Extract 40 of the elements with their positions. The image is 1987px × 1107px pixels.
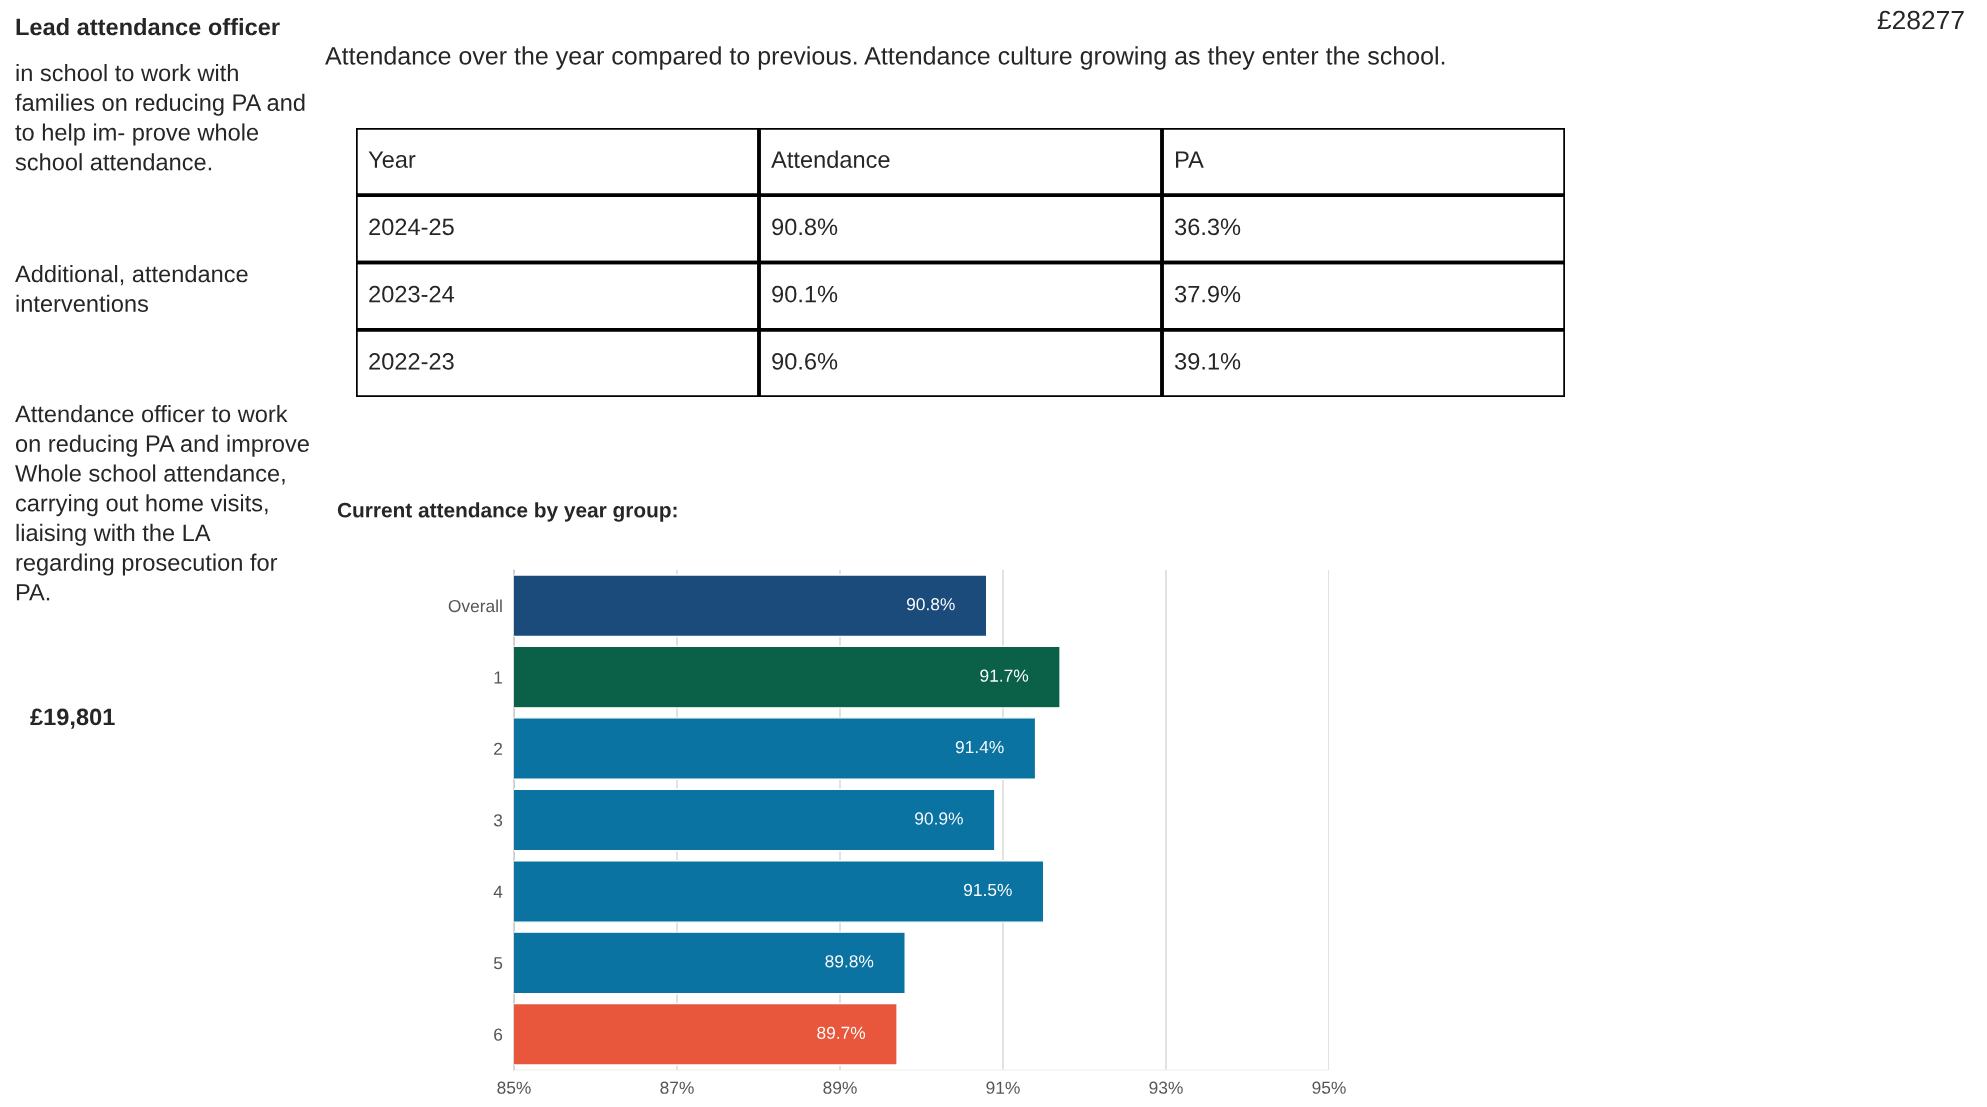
y-tick-label: Overall xyxy=(448,599,502,613)
text: Attendance xyxy=(771,150,890,168)
data-label: 90.9% xyxy=(915,812,963,825)
text: 37.9% xyxy=(1174,285,1241,303)
text: 90.1% xyxy=(772,285,838,303)
data-label: 91.7% xyxy=(980,669,1029,682)
x-tick-label: 93% xyxy=(1149,1081,1183,1094)
text: Additional, attendance interventions xyxy=(15,265,248,313)
text: 90.6% xyxy=(772,352,838,370)
x-tick-label: 87% xyxy=(660,1081,694,1094)
text: £28277 xyxy=(1877,10,1964,30)
data-label: 89.8% xyxy=(825,955,874,968)
text: 2022-23 xyxy=(369,352,454,370)
y-tick-label: 5 xyxy=(493,957,503,970)
text: Lead attendance officer xyxy=(16,18,280,36)
y-tick-label: 2 xyxy=(494,742,503,755)
text: Attendance officer to work on reducing PA and improve Whole school attendance, carrying out home visits, liaising with the LA regarding prosecution for PA. xyxy=(15,405,309,601)
x-tick-label: 91% xyxy=(986,1081,1020,1094)
text: PA xyxy=(1176,151,1204,168)
text: 90.8% xyxy=(772,218,838,236)
y-tick-label: 6 xyxy=(494,1028,503,1041)
x-tick-label: 89% xyxy=(823,1081,857,1094)
text: Year xyxy=(368,151,416,168)
text: 2024-25 xyxy=(369,218,454,236)
text: 2023-24 xyxy=(369,285,455,303)
text: Attendance over the year compared to previous. Attendance culture growing as they enter the school. xyxy=(325,46,1445,70)
y-tick-label: 3 xyxy=(493,814,503,827)
y-tick-label: 1 xyxy=(494,671,503,684)
data-label: 91.5% xyxy=(964,883,1012,897)
x-tick-label: 95% xyxy=(1312,1081,1346,1094)
data-label: 90.8% xyxy=(906,598,955,611)
data-label: 89.7% xyxy=(817,1026,866,1039)
chart-title: Current attendance by year group: xyxy=(337,502,677,522)
text: 36.3% xyxy=(1174,218,1241,236)
text: in school to work with families on reducing PA and to help im- prove whole school attendance. xyxy=(15,64,305,171)
text: £19,801 xyxy=(30,708,115,729)
text: 39.1% xyxy=(1174,352,1241,370)
x-tick-label: 85% xyxy=(497,1081,531,1094)
y-tick-label: 4 xyxy=(493,885,503,898)
data-label: 91.4% xyxy=(955,740,1004,754)
